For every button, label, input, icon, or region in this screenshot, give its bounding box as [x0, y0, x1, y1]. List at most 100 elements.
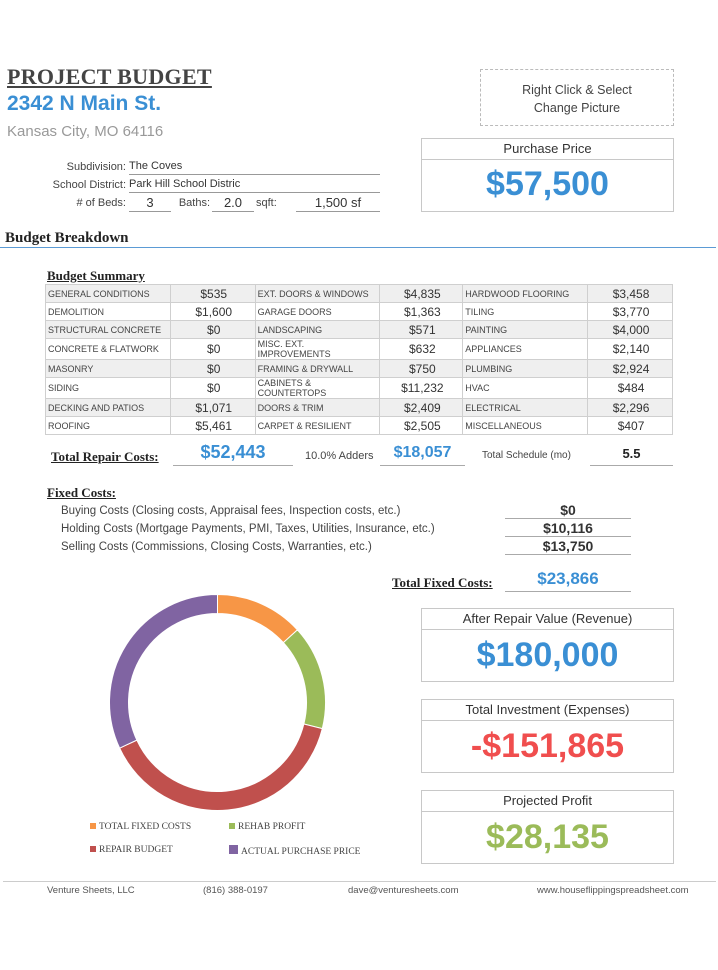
budget-amount: $1,071: [169, 398, 256, 417]
budget-category: CABINETS & COUNTERTOPS: [254, 377, 381, 399]
budget-amount: $5,461: [169, 416, 256, 435]
profit-value: $28,135: [486, 818, 609, 856]
legend-label: ACTUAL PURCHASE PRICE: [241, 847, 361, 857]
schedule-label: Total Schedule (mo): [482, 450, 571, 461]
budget-category: APPLIANCES: [462, 338, 589, 360]
footer-company: Venture Sheets, LLC: [47, 885, 135, 896]
budget-category: GENERAL CONDITIONS: [45, 284, 171, 303]
budget-amount: $2,296: [587, 398, 673, 417]
sqft-field[interactable]: 1,500 sf: [296, 195, 380, 212]
investment-box: Total Investment (Expenses) -$151,865: [421, 699, 674, 773]
footer-email[interactable]: dave@venturesheets.com: [348, 885, 459, 896]
donut-slice-actual-purchase-price: [109, 593, 218, 749]
budget-category: MISC. EXT. IMPROVEMENTS: [254, 338, 381, 360]
arv-value: $180,000: [476, 636, 619, 674]
total-repair-label: Total Repair Costs:: [51, 449, 159, 464]
budget-summary-heading: Budget Summary: [47, 268, 145, 283]
investment-value: -$151,865: [470, 727, 625, 765]
budget-amount: $0: [169, 359, 256, 378]
buying-costs-value: $0: [505, 502, 631, 519]
budget-category: HVAC: [462, 377, 589, 399]
budget-category: PLUMBING: [462, 359, 589, 378]
budget-amount: $535: [169, 284, 256, 303]
budget-breakdown-heading: Budget Breakdown: [5, 230, 129, 246]
legend-fixed-costs: TOTAL FIXED COSTS: [90, 822, 191, 832]
budget-amount: $0: [169, 377, 256, 399]
footer-divider: [3, 881, 716, 882]
legend-swatch-orange: [90, 823, 96, 829]
budget-category: ELECTRICAL: [462, 398, 589, 417]
total-repair-value: $52,443: [173, 442, 293, 466]
profit-label: Projected Profit: [422, 791, 673, 812]
fixed-costs-heading: Fixed Costs:: [47, 485, 116, 500]
school-district-field[interactable]: Park Hill School Distric: [129, 178, 380, 193]
budget-amount: $2,505: [379, 416, 464, 435]
subdivision-field[interactable]: The Coves: [129, 160, 380, 175]
budget-amount: $4,000: [587, 320, 673, 339]
legend-label: REPAIR BUDGET: [99, 845, 173, 855]
picture-hint-line2: Change Picture: [533, 101, 621, 115]
adders-label: 10.0% Adders: [305, 450, 374, 462]
budget-row: DEMOLITION $1,600 GARAGE DOORS $1,363 TILING…: [45, 302, 673, 321]
purchase-price-value: $57,500: [486, 165, 609, 203]
arv-label: After Repair Value (Revenue): [422, 609, 673, 630]
budget-category: EXT. DOORS & WINDOWS: [254, 284, 381, 303]
legend-rehab-profit: REHAB PROFIT: [229, 822, 305, 832]
budget-category: CONCRETE & FLATWORK: [45, 338, 171, 360]
baths-field[interactable]: 2.0: [212, 195, 254, 212]
budget-category: FRAMING & DRYWALL: [254, 359, 381, 378]
budget-amount: $2,924: [587, 359, 673, 378]
budget-donut-chart: [109, 593, 326, 811]
budget-row: GENERAL CONDITIONS $535 EXT. DOORS & WINDO…: [45, 284, 673, 303]
budget-amount: $4,835: [379, 284, 464, 303]
footer-phone: (816) 388-0197: [203, 885, 268, 896]
budget-row: SIDING $0 CABINETS & COUNTERTOPS $11,232 HVA…: [45, 377, 673, 399]
budget-category: DOORS & TRIM: [254, 398, 381, 417]
total-fixed-value: $23,866: [505, 569, 631, 592]
arv-box: After Repair Value (Revenue) $180,000: [421, 608, 674, 682]
budget-category: PAINTING: [462, 320, 589, 339]
budget-row: CONCRETE & FLATWORK $0 MISC. EXT. IMPROVEM…: [45, 338, 673, 360]
page-title: PROJECT BUDGET: [7, 64, 212, 89]
legend-swatch-green: [229, 823, 235, 829]
budget-amount: $571: [379, 320, 464, 339]
budget-amount: $2,409: [379, 398, 464, 417]
buying-costs-label: Buying Costs (Closing costs, Appraisal f…: [61, 505, 401, 517]
budget-amount: $632: [379, 338, 464, 360]
budget-category: GARAGE DOORS: [254, 302, 381, 321]
budget-category: CARPET & RESILIENT: [254, 416, 381, 435]
budget-category: MISCELLANEOUS: [462, 416, 589, 435]
budget-category: SIDING: [45, 377, 171, 399]
budget-row: STRUCTURAL CONCRETE $0 LANDSCAPING $571 PAIN…: [45, 320, 673, 339]
beds-field[interactable]: 3: [129, 195, 171, 212]
selling-costs-value: $13,750: [505, 538, 631, 555]
purchase-price-label: Purchase Price: [422, 139, 673, 160]
holding-costs-label: Holding Costs (Mortgage Payments, PMI, T…: [61, 523, 435, 535]
footer-website[interactable]: www.houseflippingspreadsheet.com: [537, 885, 689, 896]
legend-repair-budget: REPAIR BUDGET: [90, 845, 173, 855]
schedule-value: 5.5: [590, 446, 673, 466]
budget-amount: $407: [587, 416, 673, 435]
budget-row: ROOFING $5,461 CARPET & RESILIENT $2,505 MIS…: [45, 416, 673, 435]
budget-category: DEMOLITION: [45, 302, 171, 321]
budget-category: DECKING AND PATIOS: [45, 398, 171, 417]
budget-category: MASONRY: [45, 359, 171, 378]
profit-box: Projected Profit $28,135: [421, 790, 674, 864]
budget-amount: $484: [587, 377, 673, 399]
property-address: 2342 N Main St.: [7, 92, 162, 115]
investment-label: Total Investment (Expenses): [422, 700, 673, 721]
change-picture-placeholder[interactable]: Right Click & Select Change Picture: [480, 69, 674, 126]
legend-label: TOTAL FIXED COSTS: [99, 822, 192, 832]
budget-summary-table: GENERAL CONDITIONS $535 EXT. DOORS & WINDO…: [45, 284, 673, 435]
budget-amount: $750: [379, 359, 464, 378]
legend-purchase-price: ACTUAL PURCHASE PRICE: [229, 845, 360, 857]
holding-costs-value: $10,116: [505, 520, 631, 537]
subdivision-label: Subdivision:: [66, 161, 126, 173]
budget-category: LANDSCAPING: [254, 320, 381, 339]
total-fixed-label: Total Fixed Costs:: [392, 575, 493, 590]
section-divider: [0, 247, 716, 248]
budget-row: MASONRY $0 FRAMING & DRYWALL $750 PLUMBING $2…: [45, 359, 673, 378]
school-district-label: School District:: [52, 179, 126, 191]
adders-value: $18,057: [380, 444, 465, 466]
purchase-price-box: Purchase Price $57,500: [421, 138, 674, 212]
